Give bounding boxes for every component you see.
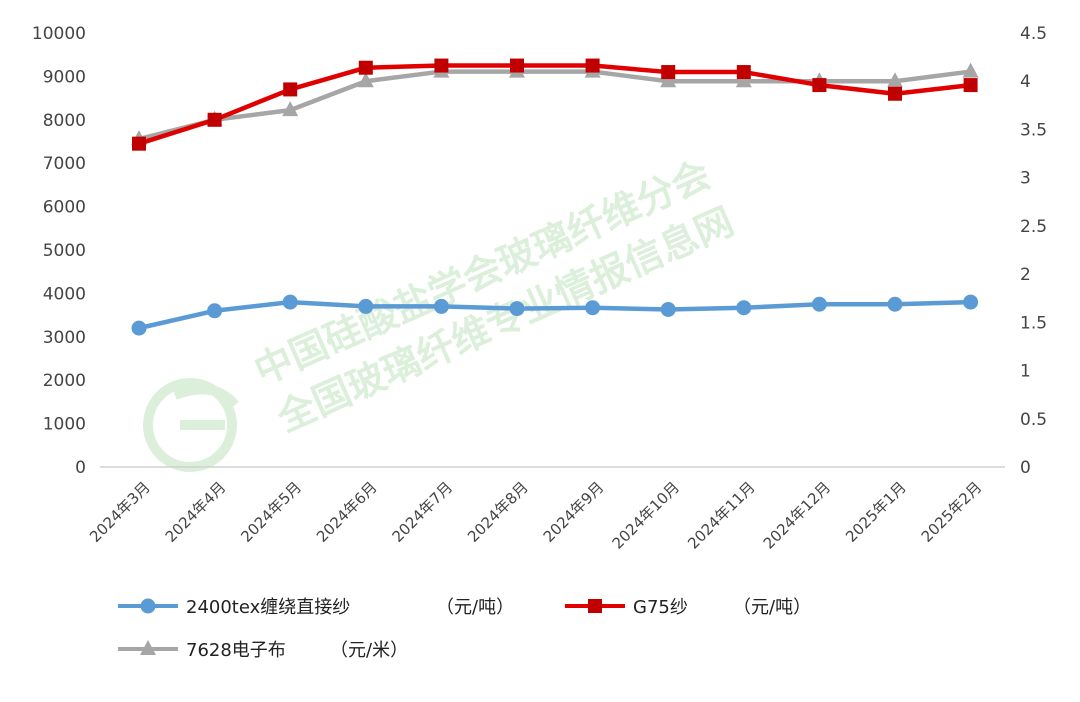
data-point — [963, 78, 978, 93]
data-point — [283, 82, 298, 97]
legend-item-series-2: G75纱 （元/吨） — [565, 597, 811, 618]
data-point — [282, 294, 298, 310]
y-right-tick-label: 4 — [1020, 72, 1031, 92]
data-point — [963, 294, 979, 310]
y-left-tick-label: 10000 — [32, 24, 86, 44]
legend-item-series-3: 7628电子布 （元/米） — [118, 640, 408, 661]
data-point — [132, 136, 146, 151]
x-tick-label: 2024年3月 — [86, 478, 154, 546]
data-point — [962, 62, 979, 78]
y-left-tick-labels: 0 1000 2000 3000 4000 5000 6000 7000 8000 9000 100… — [32, 24, 86, 478]
data-point — [207, 112, 222, 127]
legend-item-series-1: 2400tex缠绕直接纱 （元/吨） — [118, 597, 514, 618]
x-tick-label: 2024年7月 — [389, 478, 457, 546]
legend-label-series-2: G75纱 — [633, 597, 688, 618]
legend: 2400tex缠绕直接纱 （元/吨） G75纱 （元/吨） 7628电子布 （元… — [118, 597, 811, 661]
y-left-tick-label: 5000 — [43, 241, 86, 261]
series-2-line — [138, 63, 971, 146]
legend-unit-series-3: （元/米） — [330, 640, 408, 661]
x-tick-label: 2024年4月 — [162, 478, 230, 546]
data-point — [661, 65, 676, 80]
y-right-tick-labels: 0 0.5 1 1.5 2 2.5 3 3.5 4 4.5 — [1020, 24, 1047, 478]
legend-label-series-1: 2400tex缠绕直接纱 — [186, 597, 350, 618]
x-tick-label: 2025年2月 — [918, 478, 986, 546]
x-tick-label: 2024年9月 — [540, 478, 608, 546]
data-point — [887, 72, 903, 88]
data-point — [660, 301, 676, 317]
data-point — [434, 58, 449, 73]
series-3-line — [138, 69, 971, 142]
series-1 — [131, 294, 979, 336]
legend-unit-series-1: （元/吨） — [436, 597, 514, 618]
data-point — [358, 60, 373, 75]
y-left-tick-label: 2000 — [43, 371, 86, 391]
watermark-logo — [143, 378, 239, 472]
data-point — [736, 300, 752, 316]
data-point — [358, 298, 374, 314]
y-right-tick-label: 4.5 — [1020, 24, 1047, 44]
x-tick-label: 2024年11月 — [684, 478, 758, 552]
y-left-tick-label: 7000 — [43, 154, 86, 174]
legend-unit-series-2: （元/吨） — [733, 597, 811, 618]
y-left-tick-label: 0 — [75, 458, 86, 478]
data-point — [433, 298, 449, 314]
x-tick-label: 2024年6月 — [313, 478, 381, 546]
data-point — [660, 72, 677, 88]
y-right-tick-label: 1 — [1020, 362, 1031, 382]
y-right-tick-label: 0 — [1020, 458, 1031, 478]
data-point — [811, 296, 827, 312]
data-point — [888, 86, 902, 101]
y-right-tick-label: 3.5 — [1020, 120, 1047, 140]
y-right-tick-label: 2.5 — [1020, 217, 1047, 237]
data-point — [585, 58, 600, 73]
y-left-tick-label: 4000 — [43, 284, 86, 304]
data-point — [357, 72, 374, 88]
data-point — [812, 78, 827, 93]
y-left-tick-label: 9000 — [43, 67, 86, 87]
data-point — [735, 72, 752, 88]
x-tick-labels: 2024年3月 2024年4月 2024年5月 2024年6月 2024年7月 2024年… — [86, 478, 985, 552]
data-point — [282, 101, 299, 117]
y-left-tick-label: 6000 — [43, 198, 86, 218]
legend-label-series-3: 7628电子布 — [186, 640, 286, 661]
y-right-tick-label: 2 — [1020, 265, 1031, 285]
y-right-tick-label: 3 — [1020, 169, 1031, 189]
x-tick-label: 2024年5月 — [237, 478, 305, 546]
data-point — [887, 296, 903, 312]
y-left-tick-label: 8000 — [43, 111, 86, 131]
data-point — [509, 301, 525, 317]
x-tick-label: 2024年12月 — [760, 478, 834, 552]
x-tick-label: 2024年10月 — [609, 478, 683, 552]
data-point — [510, 58, 524, 73]
x-tick-label: 2025年1月 — [842, 478, 910, 546]
data-point — [131, 320, 147, 336]
series-layer — [131, 58, 979, 336]
x-tick-label: 2024年8月 — [464, 478, 532, 546]
series-2 — [132, 58, 978, 151]
y-right-tick-label: 1.5 — [1020, 313, 1047, 333]
series-1-line — [138, 299, 971, 331]
y-left-tick-label: 3000 — [43, 328, 86, 348]
data-point — [585, 300, 601, 316]
data-point — [207, 303, 223, 319]
y-left-tick-label: 1000 — [43, 415, 86, 435]
y-right-tick-label: 0.5 — [1020, 410, 1047, 430]
data-point — [736, 65, 751, 80]
